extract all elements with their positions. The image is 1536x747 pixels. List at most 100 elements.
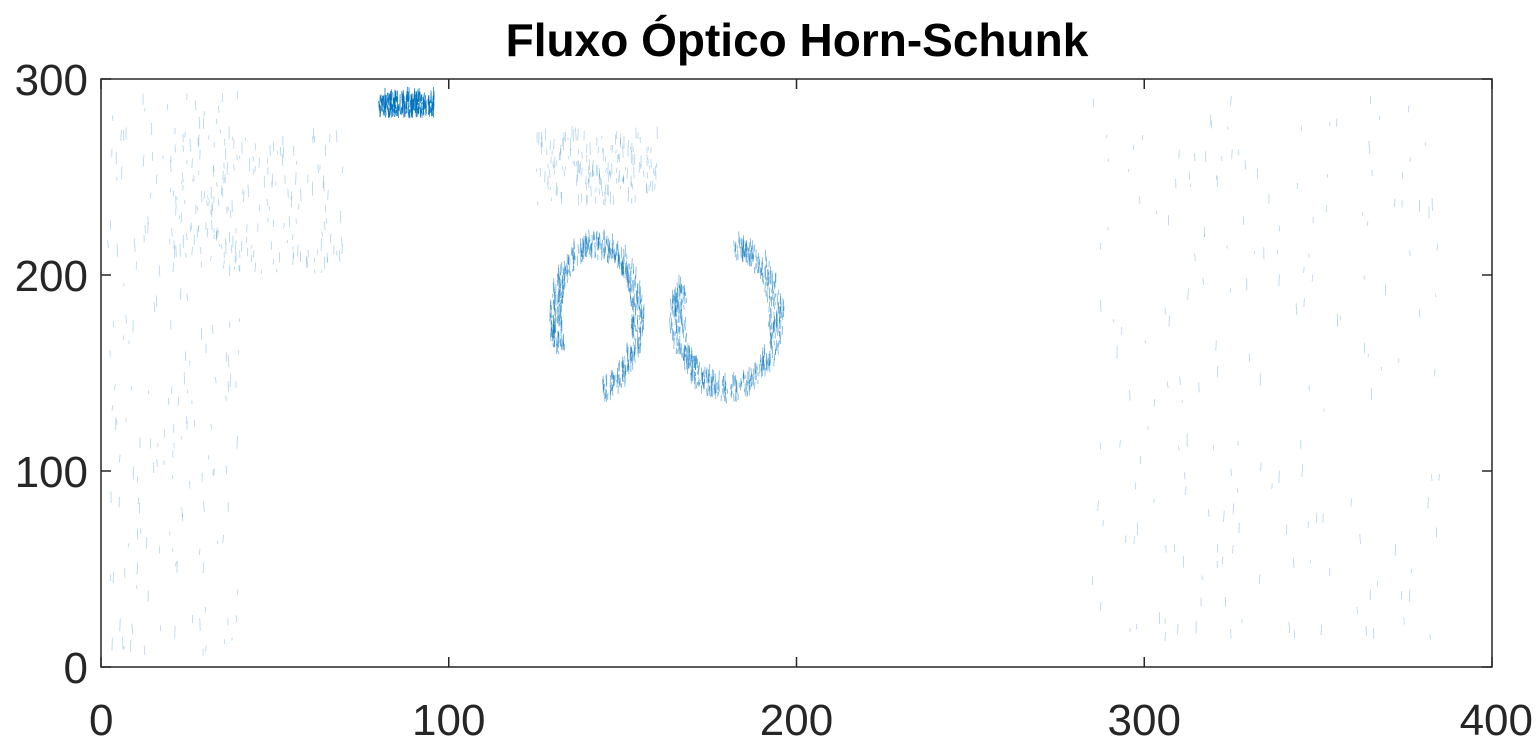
flow-vector: [406, 91, 408, 102]
flow-vector: [563, 269, 566, 281]
flow-vector: [773, 303, 775, 310]
flow-vector: [238, 317, 241, 323]
flow-vector: [612, 380, 615, 388]
flow-vector: [125, 314, 127, 324]
flow-vector: [577, 161, 579, 171]
flow-vector: [555, 182, 557, 195]
flow-vector: [243, 191, 245, 202]
flow-vector: [626, 342, 628, 353]
flow-vector: [635, 328, 637, 333]
flow-vector: [631, 258, 633, 269]
flow-vector: [394, 112, 396, 117]
flow-vector: [1231, 149, 1233, 160]
flow-vector: [730, 392, 732, 396]
flow-vector: [602, 383, 605, 396]
flow-vector: [623, 259, 625, 265]
flow-vector: [679, 285, 682, 293]
flow-vector: [744, 240, 746, 251]
flow-vector: [615, 378, 617, 383]
flow-vector: [622, 268, 624, 277]
flow-vector: [745, 253, 747, 263]
flow-vector: [636, 343, 638, 349]
flow-vector: [642, 314, 644, 320]
flow-vector: [776, 293, 779, 306]
flow-vector: [185, 252, 187, 259]
flow-vector: [144, 108, 146, 112]
flow-vector: [772, 291, 774, 300]
flow-vector: [640, 308, 642, 318]
flow-vector: [643, 170, 645, 178]
flow-vector: [772, 284, 774, 290]
flow-vector: [609, 169, 611, 178]
flow-vector: [1438, 474, 1440, 481]
flow-vector: [1350, 498, 1352, 507]
flow-vector: [557, 300, 559, 310]
flow-vector: [633, 333, 635, 341]
flow-vector: [765, 256, 768, 267]
flow-vector: [724, 380, 726, 391]
flow-vector: [1431, 474, 1433, 481]
flow-vector: [176, 196, 178, 201]
flow-vector: [1339, 315, 1341, 321]
flow-vector: [432, 90, 435, 100]
flow-vector: [220, 244, 223, 249]
flow-vector: [225, 238, 227, 245]
flow-vector: [640, 163, 642, 170]
flow-vector: [579, 244, 581, 254]
flow-vector: [676, 318, 678, 324]
flow-vector: [535, 169, 537, 173]
flow-vector: [1201, 575, 1203, 581]
flow-cluster-center-left-arc: [549, 229, 645, 402]
flow-vector: [610, 369, 613, 380]
flow-vector: [781, 316, 783, 320]
flow-vector: [1366, 221, 1369, 226]
flow-vector: [712, 376, 714, 383]
flow-vector: [136, 562, 139, 575]
flow-vector: [761, 273, 763, 283]
flow-cluster-left-edge-noise: [107, 91, 241, 656]
flow-vector: [1179, 376, 1181, 386]
flow-vector: [217, 198, 220, 207]
flow-vector: [772, 323, 775, 333]
flow-vector: [593, 231, 595, 240]
flow-vector: [1315, 512, 1318, 523]
flow-vector: [406, 107, 408, 114]
flow-vector: [422, 100, 424, 110]
flow-vector: [759, 359, 761, 367]
flow-vector: [774, 293, 776, 302]
flow-vector: [1212, 445, 1215, 451]
flow-vector: [609, 170, 611, 176]
flow-vector: [684, 353, 687, 357]
flow-vector: [1303, 298, 1305, 308]
flow-vector: [558, 267, 560, 280]
flow-vector: [211, 219, 213, 231]
y-tick-label: 200: [15, 252, 88, 301]
flow-vector: [540, 141, 542, 155]
flow-vector: [684, 320, 686, 331]
flow-vector: [767, 272, 770, 280]
flow-vector: [156, 174, 158, 184]
flow-vector: [1410, 568, 1413, 574]
flow-vector: [153, 302, 156, 312]
flow-vector: [615, 149, 617, 154]
flow-vector: [617, 362, 620, 373]
flow-vector: [632, 305, 634, 311]
flow-vector: [181, 180, 183, 185]
flow-vector: [622, 144, 624, 158]
flow-vector: [734, 248, 736, 258]
flow-vector: [407, 106, 410, 119]
flow-vector: [674, 306, 676, 320]
flow-cluster-upper-mid-band: [535, 125, 658, 206]
flow-vector: [181, 507, 183, 518]
flow-vector: [690, 372, 692, 384]
flow-vector: [210, 424, 212, 430]
flow-vector: [669, 317, 671, 329]
flow-vector: [305, 256, 308, 268]
flow-vector: [170, 386, 173, 395]
flow-cluster-upper-left-diagonal: [170, 126, 344, 274]
flow-vector: [634, 280, 636, 285]
flow-vector: [626, 264, 628, 278]
flow-vector: [205, 645, 207, 653]
flow-vector: [636, 284, 639, 295]
flow-vector: [632, 327, 635, 338]
